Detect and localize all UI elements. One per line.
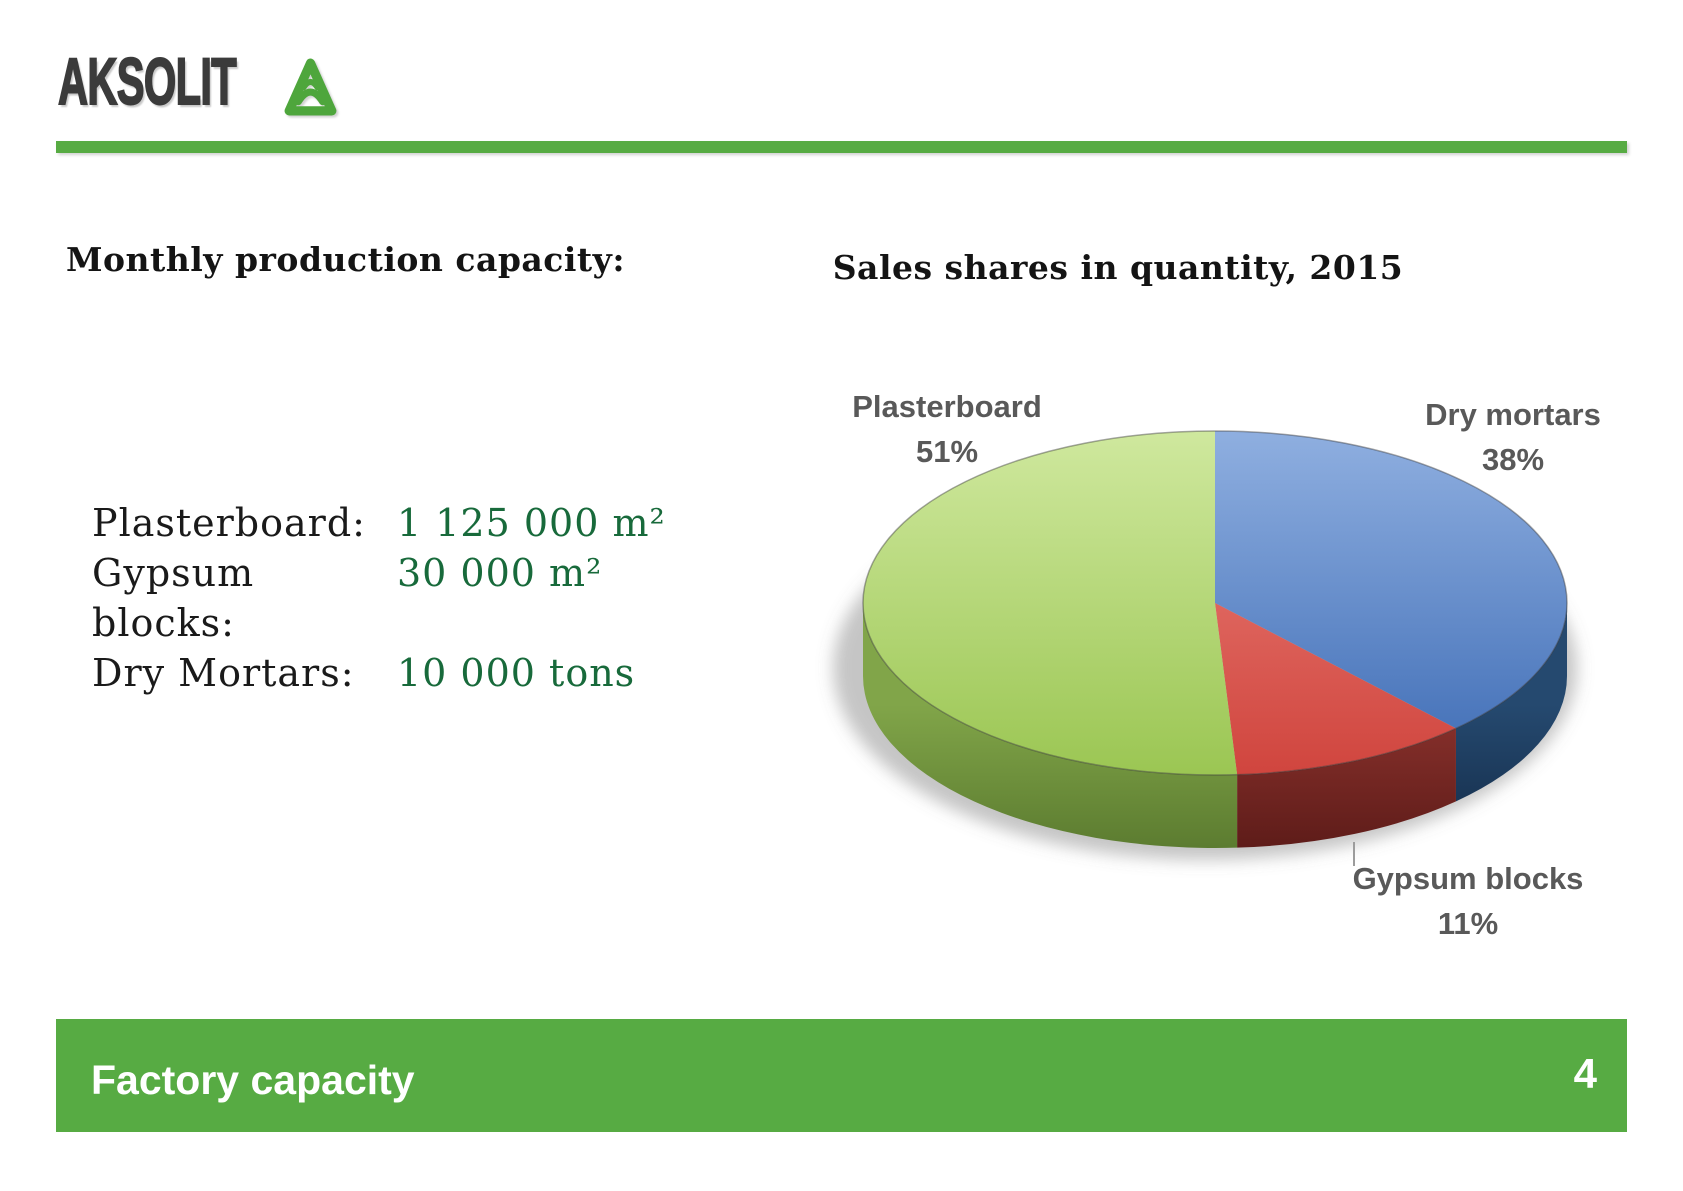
pie-label-gypsum-blocks: Gypsum blocks 11% (1353, 856, 1584, 946)
capacity-row-gypsum-blocks: Gypsum blocks: 30 000 m² (92, 548, 666, 648)
pie-slice-gypsum-blocks-top (1215, 603, 1456, 775)
capacity-value: 1 125 000 m² (397, 501, 666, 545)
capacity-value: 30 000 m² (397, 551, 603, 595)
production-capacity-heading: Monthly production capacity: (66, 240, 626, 279)
capacity-row-dry-mortars: Dry Mortars: 10 000 tons (92, 648, 666, 698)
pie-label-plasterboard: Plasterboard 51% (852, 384, 1042, 474)
pie-slice-plasterboard-side (863, 603, 1238, 848)
logo-text: AKSOLIT (57, 44, 237, 118)
footer-title: Factory capacity (91, 1057, 415, 1103)
capacity-row-plasterboard: Plasterboard: 1 125 000 m² (92, 498, 666, 548)
capacity-label: Gypsum blocks: (92, 551, 255, 645)
aksolit-cone-icon (284, 58, 337, 116)
pie-label-dry-mortars: Dry mortars 38% (1425, 392, 1601, 482)
chart-title: Sales shares in quantity, 2015 (832, 248, 1404, 287)
pie-slice-gypsum-blocks-side (1237, 728, 1456, 848)
pie-slice-dry-mortars-side (1455, 603, 1567, 802)
pie-label-category: Dry mortars (1425, 397, 1601, 432)
capacity-label: Dry Mortars: (92, 651, 355, 695)
capacity-label: Plasterboard: (92, 501, 366, 545)
production-capacity-list: Plasterboard: 1 125 000 m² Gypsum blocks… (92, 498, 666, 698)
pie-label-category: Gypsum blocks (1352, 861, 1584, 896)
header-divider (56, 141, 1627, 153)
pie-slice-dry-mortars-top (1215, 431, 1568, 729)
footer-bar: Factory capacity 4 (56, 1019, 1627, 1132)
pie-slice-plasterboard-top (862, 430, 1238, 775)
pie-label-percent: 38% (1481, 442, 1545, 477)
pie-label-percent: 51% (915, 434, 979, 469)
page-number: 4 (1573, 1049, 1597, 1097)
pie-label-category: Plasterboard (852, 389, 1042, 424)
pie-rim-outline (862, 430, 1568, 776)
pie-label-percent: 11% (1437, 906, 1499, 941)
capacity-value: 10 000 tons (397, 651, 636, 695)
